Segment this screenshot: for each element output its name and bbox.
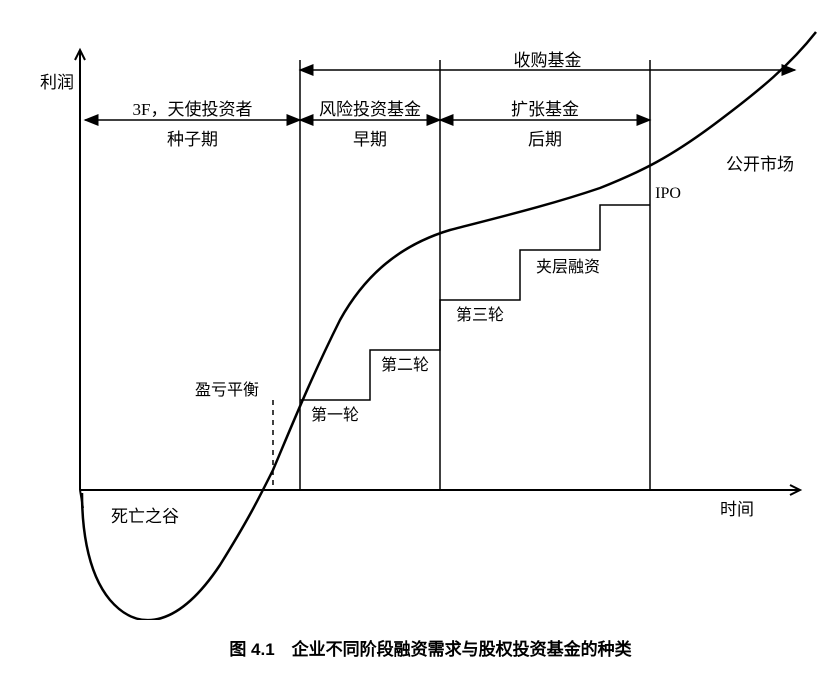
span-row2-label-2: 扩张基金 [511,100,579,119]
stage-label-1: 早期 [353,130,387,149]
step-label-1: 第二轮 [381,356,429,374]
y-axis-label: 利润 [40,73,74,92]
span-row1-label-0: 收购基金 [514,51,582,70]
step-label-2: 第三轮 [456,306,504,324]
figure-caption: 图 4.1 企业不同阶段融资需求与股权投资基金的种类 [20,635,821,660]
stage-label-2: 后期 [528,130,562,149]
step-label-3: 夹层融资 [536,258,600,276]
diagram-svg: 利润时间 收购基金 3F，天使投资者 风险投资基金 扩张基金种子期 早期 后期第一轮 第二轮 第… [20,20,821,620]
step-label-4: IPO [655,185,681,202]
market-label: 公开市场 [726,155,794,174]
step-label-0: 第一轮 [311,406,359,424]
breakeven-label: 盈亏平衡 [195,381,259,399]
stage-label-0: 种子期 [167,130,218,149]
diagram-container: 利润时间 收购基金 3F，天使投资者 风险投资基金 扩张基金种子期 早期 后期第一轮 第二轮 第… [20,20,821,667]
valley-label: 死亡之谷 [111,507,179,526]
x-axis-label: 时间 [720,500,754,519]
funding-steps [300,205,650,400]
span-row2-label-0: 3F，天使投资者 [133,99,253,119]
span-row2-label-1: 风险投资基金 [319,100,421,119]
